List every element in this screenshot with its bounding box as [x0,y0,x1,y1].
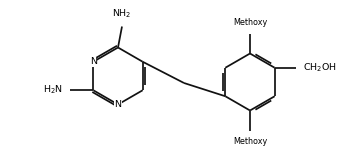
Text: NH$_2$: NH$_2$ [112,7,132,19]
Text: CH$_2$OH: CH$_2$OH [303,62,337,74]
Text: N: N [90,57,97,66]
Text: Methoxy: Methoxy [233,138,267,147]
Text: N: N [114,100,121,109]
Text: Methoxy: Methoxy [233,17,267,26]
Text: H$_2$N: H$_2$N [44,84,63,97]
